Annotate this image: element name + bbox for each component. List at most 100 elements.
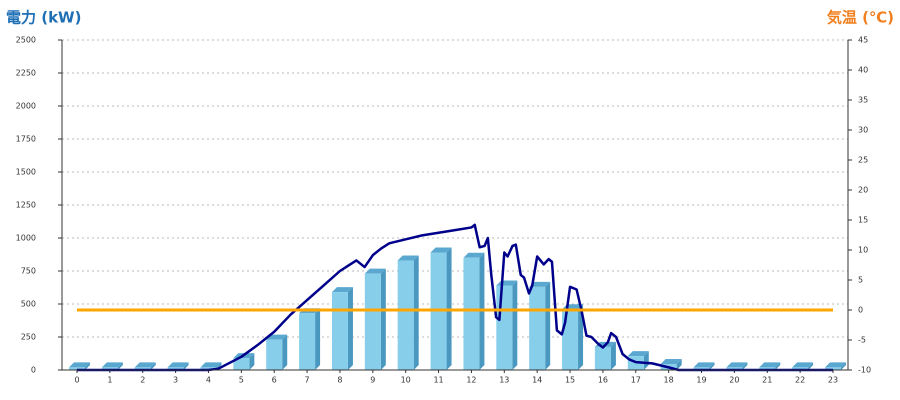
y-tick-label: 1250 — [16, 201, 36, 210]
y-tick-label: 500 — [21, 300, 36, 309]
bar-side — [709, 362, 715, 370]
bar — [101, 367, 118, 370]
bar-top — [200, 362, 222, 368]
bar-side — [347, 287, 353, 370]
y2-tick-label: 10 — [858, 246, 868, 255]
bar — [299, 313, 316, 370]
bar — [266, 339, 283, 370]
x-tick-label: 14 — [532, 376, 542, 385]
x-tick-label: 6 — [272, 376, 277, 385]
bar — [397, 260, 414, 370]
x-tick-label: 15 — [565, 376, 575, 385]
bar — [134, 367, 151, 370]
x-tick-label: 21 — [762, 376, 772, 385]
bar-top — [331, 287, 353, 293]
x-tick-label: 8 — [337, 376, 342, 385]
x-tick-label: 23 — [828, 376, 838, 385]
bar-top — [825, 362, 846, 368]
bar — [726, 367, 743, 370]
bar-side — [183, 362, 189, 370]
x-tick-label: 12 — [466, 376, 476, 385]
bar — [496, 285, 513, 370]
bar-top — [660, 359, 682, 365]
bar-top — [627, 351, 649, 357]
bar-side — [545, 281, 551, 370]
x-tick-label: 11 — [433, 376, 443, 385]
bar-side — [775, 362, 781, 370]
bar-side — [512, 280, 518, 370]
bar — [594, 346, 611, 370]
bar-side — [249, 353, 255, 370]
line — [77, 223, 833, 372]
x-tick-label: 5 — [239, 376, 244, 385]
bar-top — [463, 252, 485, 258]
x-tick-label: 19 — [696, 376, 706, 385]
x-tick-label: 20 — [729, 376, 739, 385]
y-tick-label: 1500 — [16, 168, 36, 177]
bar-top — [759, 362, 781, 368]
y2-tick-label: 15 — [858, 216, 868, 225]
bar — [759, 367, 776, 370]
bar — [693, 367, 710, 370]
bar-top — [167, 362, 189, 368]
bar-side — [808, 362, 814, 370]
x-tick-label: 13 — [499, 376, 509, 385]
x-tick-label: 22 — [795, 376, 805, 385]
bar — [792, 367, 809, 370]
bar-top — [69, 362, 90, 368]
bar-side — [676, 359, 682, 370]
bar — [825, 367, 841, 370]
bar-top — [726, 362, 748, 368]
bar-top — [266, 334, 288, 340]
x-tick-label: 17 — [631, 376, 641, 385]
x-tick-label: 7 — [305, 376, 310, 385]
bar-side — [315, 308, 321, 370]
bar-side — [117, 362, 123, 370]
bar — [463, 257, 480, 370]
y-tick-label: 2250 — [16, 69, 36, 78]
y-tick-label: 1750 — [16, 135, 36, 144]
y-tick-label: 250 — [21, 333, 36, 342]
y2-tick-label: 30 — [858, 126, 868, 135]
bar-top — [364, 268, 386, 274]
bar-top — [397, 255, 419, 261]
bar-top — [693, 362, 715, 368]
bar — [529, 286, 546, 370]
y2-tick-label: -5 — [858, 336, 866, 345]
bar — [562, 309, 579, 370]
y2-tick-label: 35 — [858, 96, 868, 105]
bar-side — [578, 304, 584, 370]
bar-top — [430, 247, 452, 253]
x-tick-label: 18 — [664, 376, 674, 385]
bar-side — [610, 341, 616, 370]
bar — [364, 273, 381, 370]
x-tick-label: 10 — [401, 376, 411, 385]
bar-side — [413, 255, 419, 370]
y2-tick-label: 0 — [858, 306, 863, 315]
bar — [200, 367, 217, 370]
bar-side — [282, 334, 288, 370]
bar-top — [134, 362, 156, 368]
y-tick-label: 750 — [21, 267, 36, 276]
y2-tick-label: 20 — [858, 186, 868, 195]
bar — [233, 358, 250, 370]
y2-tick-label: 25 — [858, 156, 868, 165]
bar-top — [792, 362, 814, 368]
x-tick-label: 2 — [140, 376, 145, 385]
bar-side — [841, 362, 846, 370]
y-tick-label: 1000 — [16, 234, 36, 243]
bar-side — [150, 362, 156, 370]
bar — [167, 367, 184, 370]
y2-axis-title: 気温 (℃) — [827, 9, 894, 27]
bar-side — [85, 362, 90, 370]
y-tick-label: 0 — [31, 366, 36, 375]
bar-side — [380, 268, 386, 370]
x-tick-label: 16 — [598, 376, 608, 385]
y2-tick-label: -10 — [858, 366, 871, 375]
bar-top — [101, 362, 123, 368]
bar-side — [742, 362, 748, 370]
x-tick-label: 9 — [370, 376, 375, 385]
y2-tick-label: 40 — [858, 66, 868, 75]
x-tick-label: 3 — [173, 376, 178, 385]
